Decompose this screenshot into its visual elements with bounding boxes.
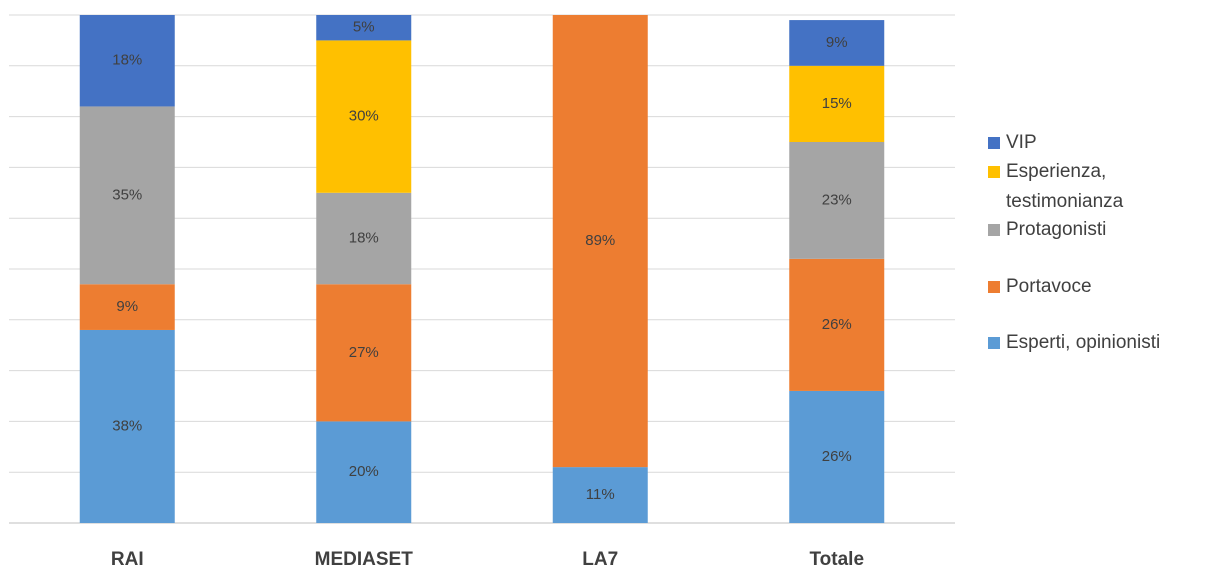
x-tick-label: Totale bbox=[809, 549, 864, 570]
data-label: 30% bbox=[349, 108, 379, 125]
data-label: 11% bbox=[586, 486, 615, 503]
bar-segment bbox=[552, 15, 648, 468]
bar-segment bbox=[552, 467, 648, 523]
legend-swatch bbox=[988, 224, 1000, 236]
bar-segment bbox=[789, 258, 885, 391]
legend-label: Protagonisti bbox=[1006, 219, 1107, 240]
bar-segment bbox=[316, 284, 412, 422]
bar-segment bbox=[789, 20, 885, 66]
data-label: 35% bbox=[112, 186, 142, 203]
data-label: 15% bbox=[822, 95, 852, 112]
bar-segment bbox=[789, 142, 885, 259]
data-label: 18% bbox=[349, 229, 379, 246]
bar-segment bbox=[789, 65, 885, 142]
legend-item: Esperti, opinionisti bbox=[988, 328, 1213, 358]
x-tick-label: LA7 bbox=[582, 549, 618, 570]
legend-item: Esperienza, testimonianza bbox=[988, 157, 1213, 217]
bar-segment bbox=[316, 192, 412, 285]
legend-label: Esperti, opinionisti bbox=[1006, 332, 1161, 353]
data-label: 23% bbox=[822, 191, 852, 208]
legend-label: Esperienza, testimonianza bbox=[1006, 161, 1124, 212]
legend-swatch bbox=[988, 137, 1000, 149]
legend-label: VIP bbox=[1006, 132, 1037, 153]
legend-label: Portavoce bbox=[1006, 276, 1092, 297]
x-tick-label: RAI bbox=[111, 549, 144, 570]
data-label: 26% bbox=[822, 448, 852, 465]
legend-swatch bbox=[988, 166, 1000, 178]
legend-swatch bbox=[988, 337, 1000, 349]
bar-segment bbox=[79, 329, 175, 523]
bar-segment bbox=[79, 284, 175, 330]
data-label: 9% bbox=[826, 34, 848, 51]
bar-segment bbox=[789, 390, 885, 523]
data-label: 38% bbox=[112, 417, 142, 434]
bar-segment bbox=[316, 40, 412, 193]
data-label: 26% bbox=[822, 316, 852, 333]
legend-swatch bbox=[988, 281, 1000, 293]
bar-segment bbox=[316, 15, 412, 41]
bar-segment bbox=[79, 15, 175, 107]
bar-segment bbox=[79, 106, 175, 285]
x-tick-label: MEDIASET bbox=[315, 549, 414, 570]
data-label: 9% bbox=[116, 298, 138, 315]
legend-item: Portavoce bbox=[988, 272, 1213, 302]
data-label: 18% bbox=[112, 52, 142, 69]
data-label: 89% bbox=[585, 232, 615, 249]
bar-segment bbox=[316, 421, 412, 523]
legend-item: VIP bbox=[988, 128, 1213, 158]
data-label: 20% bbox=[349, 463, 379, 480]
legend-item: Protagonisti bbox=[988, 215, 1213, 245]
data-label: 27% bbox=[349, 344, 379, 361]
data-label: 5% bbox=[353, 19, 375, 36]
